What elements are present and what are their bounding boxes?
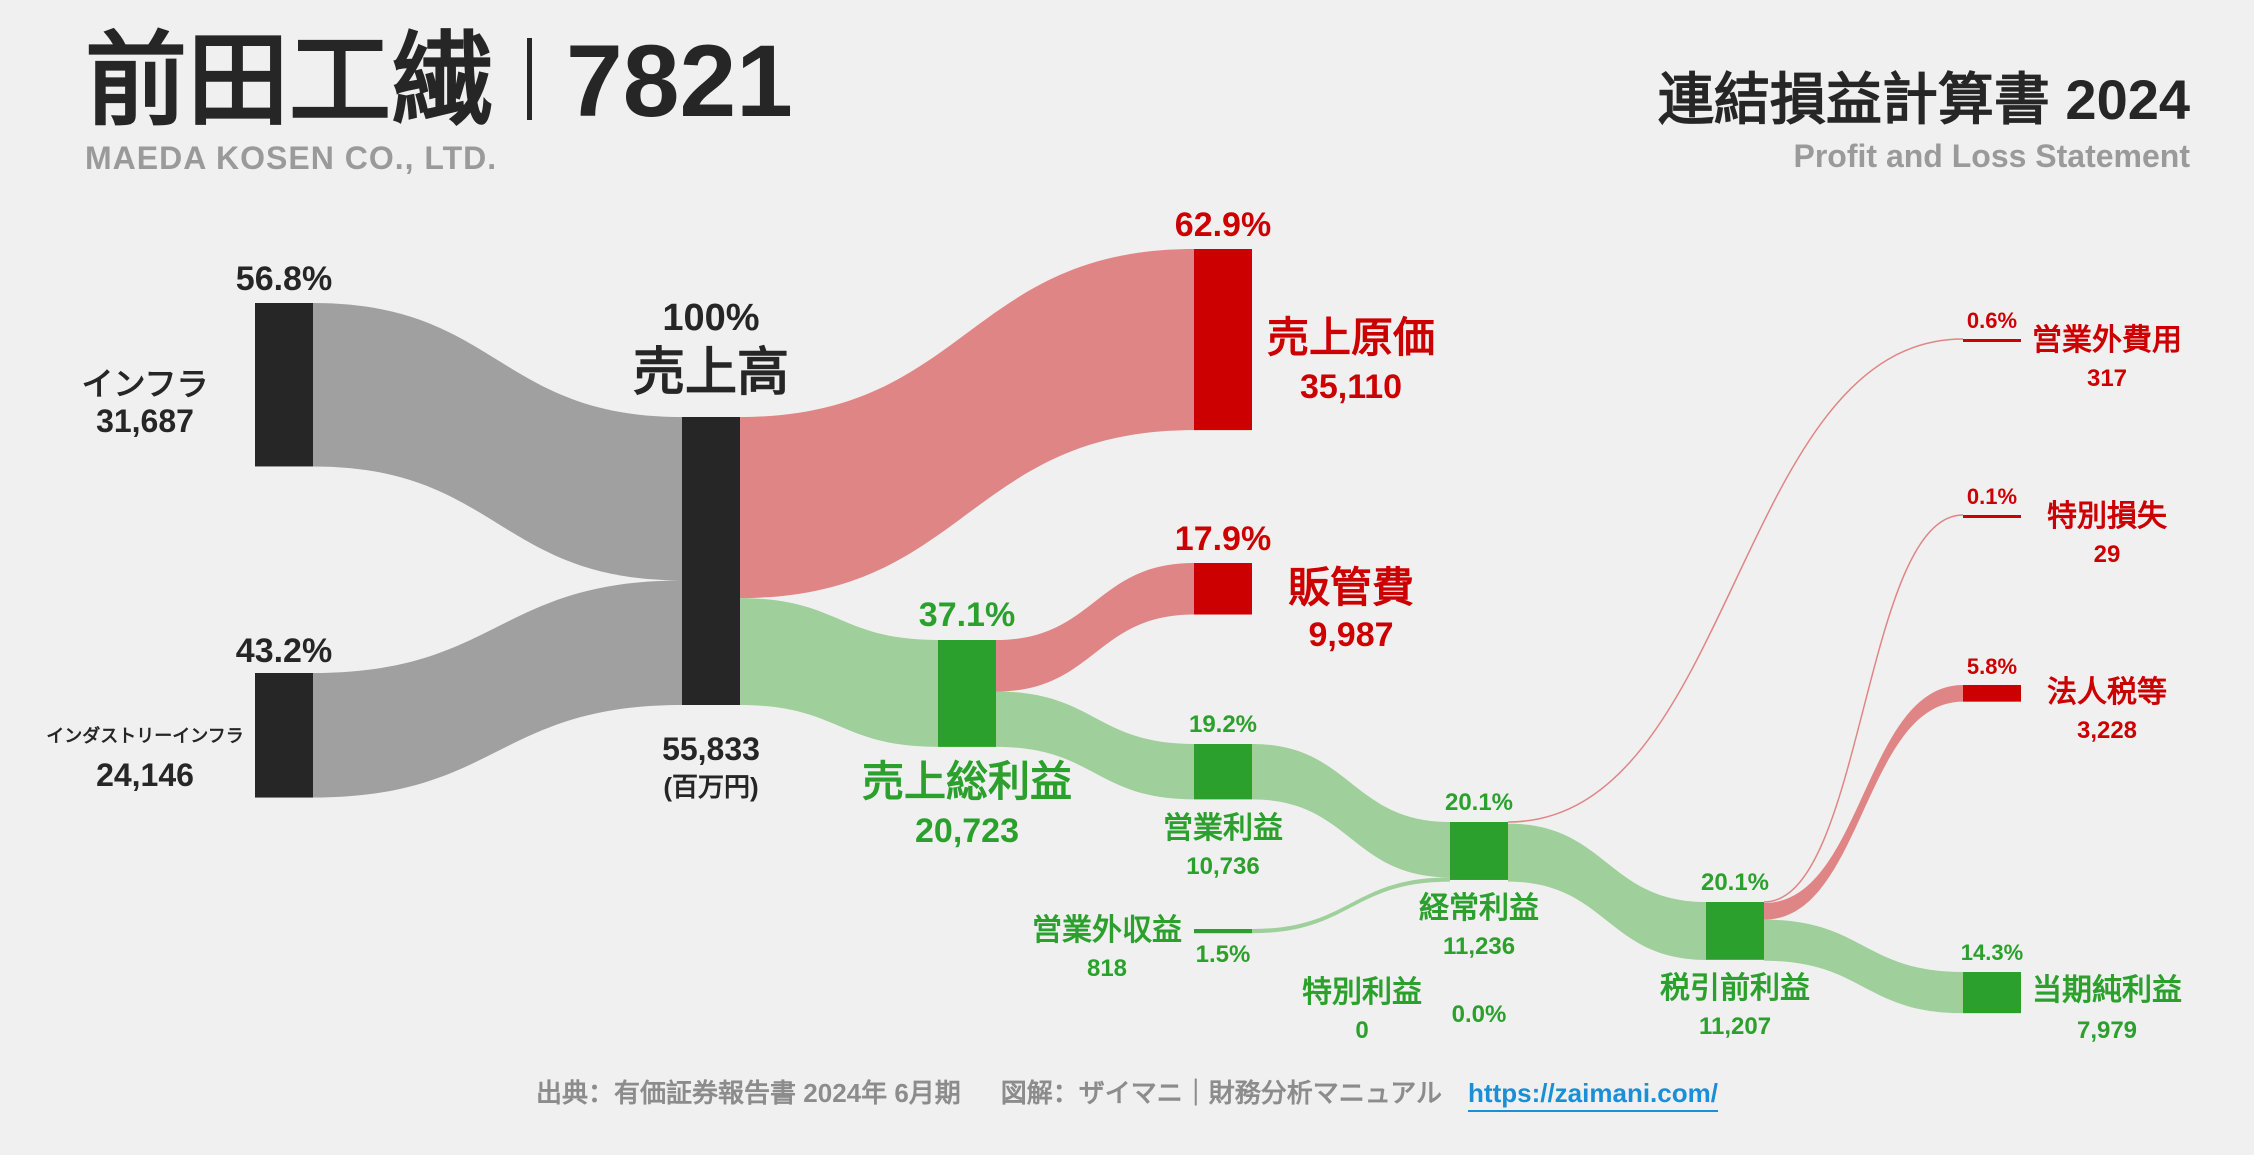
- statement-header: 連結損益計算書 2024 Profit and Loss Statement: [1658, 72, 2190, 175]
- label-sga-name: 販管費: [1288, 564, 1414, 611]
- site-link[interactable]: https://zaimani.com/: [1468, 1078, 1718, 1112]
- label-nonop-inc-name: 営業外収益: [1032, 914, 1182, 947]
- label-cogs-name: 売上原価: [1267, 314, 1435, 361]
- sankey-links: [313, 249, 1964, 1014]
- flow-revenue-to-gross: [740, 598, 938, 747]
- label-special-gain-name: 特別利益: [1302, 976, 1422, 1009]
- label-ordinary-value: 11,236: [1443, 933, 1515, 960]
- flow-pretax-to-tax: [1764, 685, 1963, 920]
- label-infra-value: 31,687: [96, 403, 194, 439]
- label-nonop-exp-name: 営業外費用: [2032, 324, 2182, 357]
- company-title: 前田工繊 7821: [85, 30, 793, 132]
- label-ordinary-pct: 20.1%: [1445, 789, 1513, 816]
- flow-pretax-to-special_loss: [1763, 514, 1964, 903]
- label-nonop-exp-value: 317: [2087, 365, 2127, 392]
- label-tax-value: 3,228: [2077, 717, 2137, 744]
- label-gross-pct: 37.1%: [919, 596, 1015, 634]
- node-nonop_inc: [1194, 929, 1252, 934]
- label-special-gain-value: 0: [1355, 1017, 1368, 1044]
- flow-revenue-to-cogs: [740, 249, 1194, 599]
- label-op-pct: 19.2%: [1189, 711, 1257, 738]
- label-pretax-value: 11,207: [1699, 1013, 1771, 1040]
- node-revenue: [682, 417, 740, 705]
- label-pretax-pct: 20.1%: [1701, 869, 1769, 896]
- label-industry-value: 24,146: [96, 757, 194, 793]
- label-special-loss-pct: 0.1%: [1967, 484, 2017, 509]
- label-nonop-exp-pct: 0.6%: [1967, 308, 2017, 333]
- statement-title: 連結損益計算書 2024: [1657, 68, 2190, 131]
- company-name-en: MAEDA KOSEN CO., LTD.: [85, 140, 498, 176]
- node-ordinary: [1450, 822, 1508, 880]
- label-gross-value: 20,723: [915, 812, 1019, 850]
- label-special-loss-name: 特別損失: [2047, 500, 2168, 533]
- label-tax-name: 法人税等: [2047, 675, 2167, 709]
- label-cogs-pct: 62.9%: [1175, 206, 1271, 244]
- node-nonop_exp: [1963, 339, 2021, 342]
- node-sga: [1194, 563, 1252, 615]
- node-special_loss: [1963, 515, 2021, 518]
- node-tax: [1963, 685, 2021, 702]
- company-name: 前田工繊: [85, 24, 493, 138]
- node-infra: [255, 303, 313, 467]
- company-header: 前田工繊 7821 MAEDA KOSEN CO., LTD.: [85, 30, 793, 177]
- label-sga-value: 9,987: [1308, 616, 1393, 654]
- label-industry-pct: 43.2%: [236, 632, 332, 670]
- flow-nonop_inc-to-ordinary: [1252, 877, 1450, 934]
- node-op: [1194, 744, 1252, 800]
- footer: 出典：有価証券報告書 2024年 6月期 図解：ザイマニ｜財務分析マニュアル htt…: [0, 1073, 2254, 1112]
- flow-gross-to-sga: [996, 563, 1194, 692]
- sankey-nodes: [255, 249, 2021, 1014]
- label-special-loss-value: 29: [2094, 541, 2121, 568]
- label-cogs-value: 35,110: [1300, 368, 1402, 406]
- label-gross-name: 売上総利益: [862, 758, 1072, 805]
- label-net-value: 7,979: [2077, 1017, 2137, 1044]
- label-industry-name: インダストリーインフラ: [46, 725, 243, 746]
- label-sga-pct: 17.9%: [1175, 520, 1271, 558]
- label-infra-pct: 56.8%: [236, 260, 332, 298]
- label-nonop-inc-pct: 1.5%: [1196, 941, 1251, 968]
- node-pretax: [1706, 902, 1764, 960]
- label-net-pct: 14.3%: [1961, 940, 2023, 965]
- flow-op-to-ordinary: [1252, 744, 1450, 878]
- label-pretax-name: 税引前利益: [1660, 972, 1810, 1005]
- flow-pretax-to-net: [1764, 919, 1963, 1014]
- label-special-gain-pct: 0.0%: [1452, 1001, 1507, 1028]
- flow-industry-to-revenue: [313, 580, 682, 798]
- flow-gross-to-op: [996, 691, 1194, 800]
- title-divider: [527, 38, 532, 120]
- node-cogs: [1194, 249, 1252, 431]
- flow-ordinary-to-nonop_exp: [1507, 338, 1964, 823]
- node-net: [1963, 972, 2021, 1014]
- label-revenue-name: 売上高: [633, 344, 789, 402]
- label-revenue-pct: 100%: [662, 297, 759, 339]
- label-unit: (百万円): [663, 772, 758, 802]
- node-gross: [938, 640, 996, 747]
- flow-ordinary-to-pretax: [1508, 823, 1706, 960]
- label-infra-name: インフラ: [81, 366, 208, 402]
- label-tax-pct: 5.8%: [1967, 654, 2017, 679]
- label-net-name: 当期純利益: [2032, 973, 2182, 1007]
- label-op-name: 営業利益: [1163, 812, 1283, 845]
- ticker-code: 7821: [566, 24, 793, 138]
- statement-subtitle: Profit and Loss Statement: [1793, 138, 2191, 174]
- flow-infra-to-revenue: [313, 303, 682, 581]
- credit-note: 図解：ザイマニ｜財務分析マニュアル: [1000, 1078, 1443, 1108]
- label-revenue-value: 55,833: [662, 731, 760, 767]
- label-nonop-inc-value: 818: [1087, 955, 1127, 982]
- label-op-value: 10,736: [1186, 853, 1259, 880]
- label-ordinary-name: 経常利益: [1419, 891, 1539, 925]
- source-note: 出典：有価証券報告書 2024年 6月期: [536, 1078, 961, 1108]
- node-industry: [255, 673, 313, 798]
